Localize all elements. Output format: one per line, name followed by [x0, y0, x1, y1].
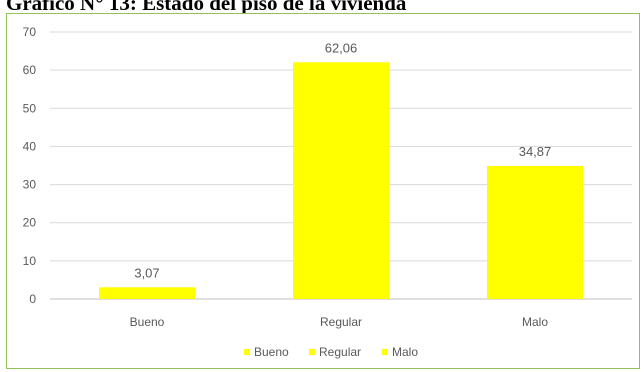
- data-label: 34,87: [519, 144, 552, 159]
- y-tick-label: 30: [23, 178, 37, 192]
- data-label: 62,06: [325, 40, 358, 55]
- y-tick-label: 0: [29, 292, 36, 306]
- bar-regular: [293, 62, 389, 299]
- y-axis-ticks: 0 10 20 30 40 50 60 70: [23, 25, 37, 306]
- x-tick-label: Bueno: [130, 315, 165, 329]
- y-tick-label: 70: [23, 25, 37, 39]
- x-tick-label: Regular: [320, 315, 362, 329]
- legend-swatch: [244, 349, 250, 355]
- data-label: 3,07: [134, 265, 159, 280]
- y-tick-label: 60: [23, 63, 37, 77]
- legend-label: Malo: [392, 345, 418, 359]
- bars: [99, 62, 583, 299]
- x-tick-label: Malo: [522, 315, 548, 329]
- chart-heading: Gráfico N° 13: Estado del piso de la viv…: [6, 0, 407, 15]
- legend-label: Bueno: [254, 345, 289, 359]
- y-tick-label: 40: [23, 139, 37, 153]
- data-labels: 3,07 62,06 34,87: [134, 40, 551, 280]
- legend-swatch: [309, 349, 315, 355]
- legend-swatch: [382, 349, 388, 355]
- bar-malo: [487, 165, 583, 299]
- y-tick-label: 10: [23, 254, 37, 268]
- y-tick-label: 20: [23, 216, 37, 230]
- y-tick-label: 50: [23, 101, 37, 115]
- legend: Bueno Regular Malo: [244, 345, 418, 359]
- bar-bueno: [99, 287, 195, 299]
- x-axis-ticks: Bueno Regular Malo: [130, 315, 549, 329]
- legend-label: Regular: [319, 345, 361, 359]
